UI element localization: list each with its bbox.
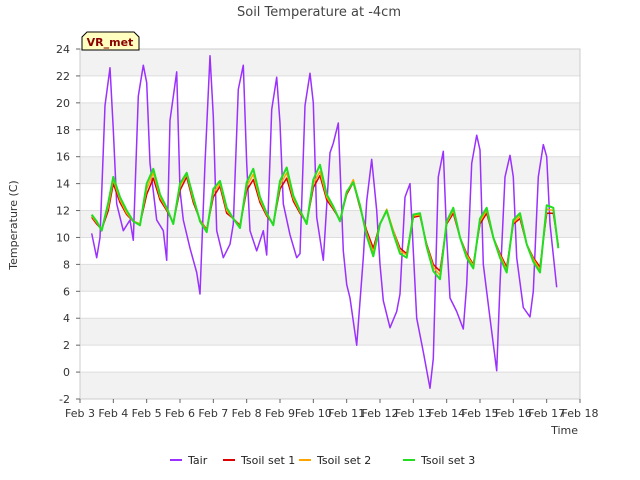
- legend-label-tsoil-set-2: Tsoil set 2: [316, 454, 371, 467]
- y-tick-label: 8: [63, 258, 70, 271]
- x-tick-label: Feb 9: [265, 407, 295, 420]
- y-tick-label: 6: [63, 285, 70, 298]
- y-tick-label: 24: [56, 43, 70, 56]
- x-tick-label: Feb 3: [65, 407, 95, 420]
- grid-band: [80, 264, 580, 292]
- y-axis-label: Temperature (C): [7, 180, 20, 270]
- x-tick-label: Feb 10: [295, 407, 332, 420]
- grid-band: [80, 49, 580, 76]
- station-badge-box: [81, 31, 140, 51]
- x-tick-label: Feb 4: [98, 407, 128, 420]
- plot-frame: [79, 48, 581, 400]
- y-tick-label: 2: [63, 339, 70, 352]
- x-axis-label: Time: [550, 424, 578, 437]
- x-tick-label: Feb 8: [232, 407, 262, 420]
- grid-band: [80, 345, 580, 373]
- grid-band: [80, 102, 580, 130]
- legend-label-tair: Tair: [187, 454, 208, 467]
- y-tick-label: 20: [56, 97, 70, 110]
- grid-band: [80, 291, 580, 319]
- legend-label-tsoil-set-1: Tsoil set 1: [240, 454, 295, 467]
- y-tick-label: 0: [63, 366, 70, 379]
- x-axis-ticks: Feb 3 Feb 4 Feb 5 Feb 6 Feb 7 Feb 8 Feb 9 Feb 1…: [65, 399, 598, 420]
- x-tick-label: Feb 18: [562, 407, 599, 420]
- x-tick-label: Feb 13: [395, 407, 432, 420]
- y-tick-label: 16: [56, 151, 70, 164]
- x-tick-label: Feb 14: [428, 407, 465, 420]
- x-tick-label: Feb 7: [198, 407, 228, 420]
- series-line-tsoil-set-3: [90, 163, 560, 281]
- y-tick-label: 4: [63, 312, 70, 325]
- grid-band: [80, 75, 580, 103]
- y-tick-label: 12: [56, 205, 70, 218]
- legend-label-tsoil-set-3: Tsoil set 3: [420, 454, 475, 467]
- x-tick-label: Feb 17: [528, 407, 565, 420]
- x-tick-label: Feb 15: [462, 407, 499, 420]
- x-tick-label: Feb 16: [495, 407, 532, 420]
- legend: Tair Tsoil set 1 Tsoil set 2 Tsoil set 3: [170, 454, 475, 467]
- grid-band: [80, 318, 580, 346]
- y-tick-label: 10: [56, 231, 70, 244]
- chart-title: Soil Temperature at -4cm: [237, 5, 401, 20]
- grid-bands: [80, 49, 580, 399]
- y-tick-label: 14: [56, 178, 70, 191]
- y-tick-label: -2: [59, 393, 70, 406]
- x-tick-label: Feb 6: [165, 407, 195, 420]
- series-lines: [90, 54, 560, 389]
- x-tick-label: Feb 11: [328, 407, 365, 420]
- x-tick-label: Feb 5: [132, 407, 162, 420]
- y-tick-label: 18: [56, 124, 70, 137]
- grid-band: [80, 237, 580, 265]
- x-tick-label: Feb 12: [362, 407, 399, 420]
- station-badge-label: VR_met: [87, 36, 134, 49]
- grid-band: [80, 210, 580, 238]
- grid-band: [80, 372, 580, 399]
- y-tick-label: 22: [56, 70, 70, 83]
- station-badge: VR_met: [81, 31, 140, 51]
